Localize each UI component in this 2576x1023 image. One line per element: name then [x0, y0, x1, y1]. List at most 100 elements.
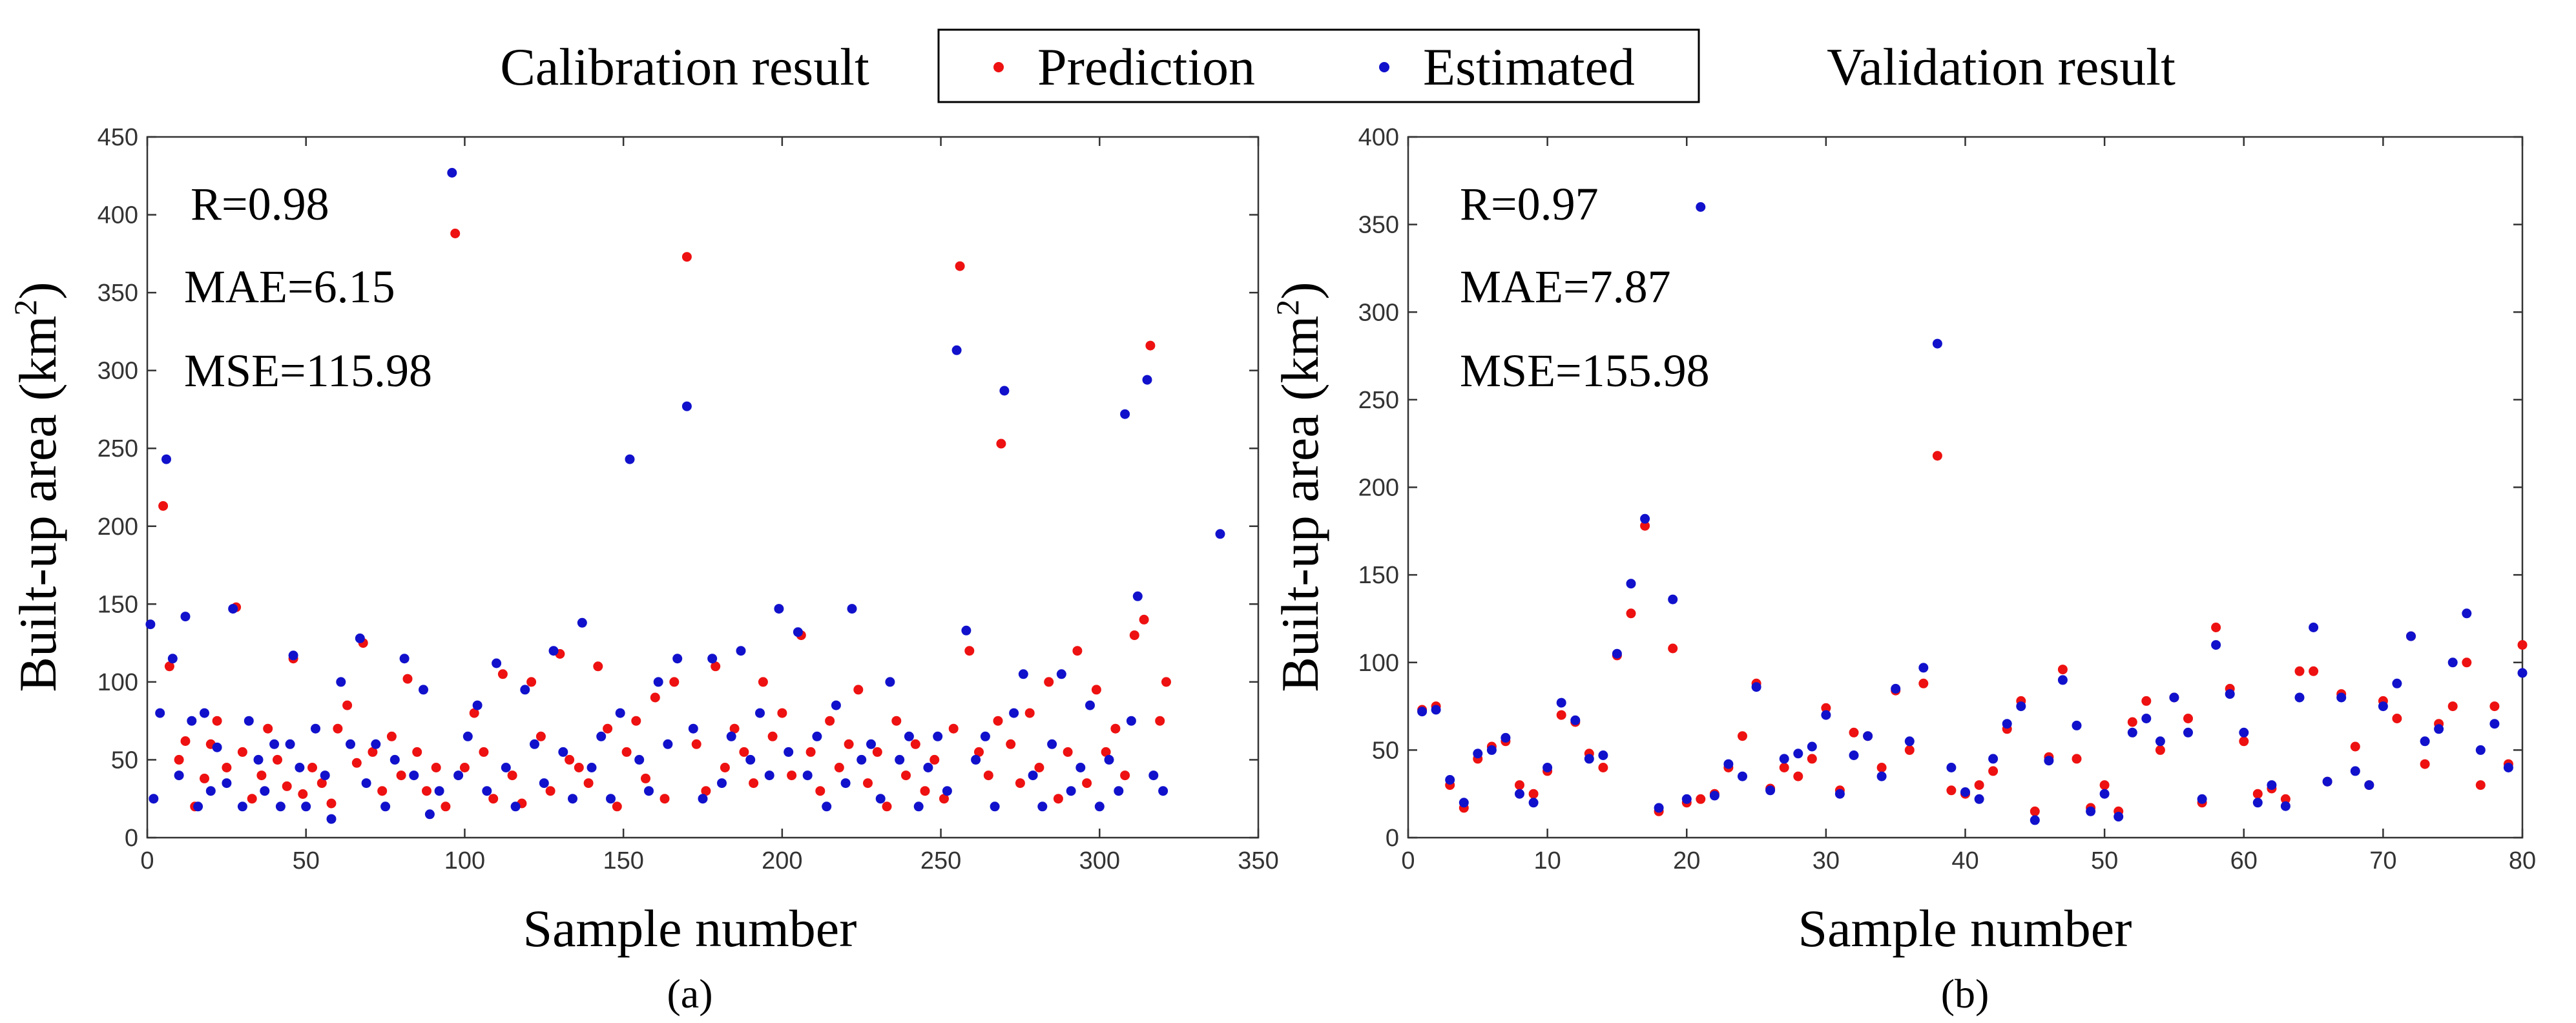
panel-b-prediction-point	[1821, 703, 1831, 713]
panel-a-estimated-point	[447, 168, 457, 178]
panel-b-estimated-point	[1779, 754, 1789, 764]
panel-a-estimated-point	[596, 731, 607, 741]
panel-b-estimated-point	[1863, 731, 1873, 741]
panel-a-estimated-point	[253, 754, 264, 765]
panel-b-estimated-point	[1960, 787, 1970, 797]
panel-b-prediction-point	[2211, 623, 2221, 632]
panel-b-estimated-point	[1738, 771, 1747, 781]
panel-b-y-tick-label: 400	[1358, 124, 1399, 151]
panel-a-estimated-point	[1037, 801, 1048, 812]
panel-b-estimated-point	[1626, 579, 1636, 589]
panel-b-estimated-point	[1486, 745, 1497, 755]
panel-b-prediction-point	[2280, 794, 2290, 804]
panel-a-prediction-point	[263, 723, 273, 734]
panel-b-estimated-point	[1473, 749, 1483, 759]
panel-a-estimated-point	[999, 386, 1010, 396]
panel-b-estimated-point	[2517, 668, 2528, 678]
panel-b-x-tick-label: 50	[2091, 847, 2118, 874]
panel-a-prediction-point	[180, 736, 191, 746]
panel-b-estimated-point	[1723, 759, 1734, 769]
panel-b-estimated-point	[1946, 763, 1957, 772]
panel-a-prediction-point	[450, 229, 461, 238]
panel-a-prediction-point	[631, 716, 641, 726]
panel-a-prediction-point	[441, 801, 451, 812]
panel-a-estimated-point	[390, 754, 400, 765]
panel-a-prediction-point	[1053, 794, 1063, 804]
panel-b-estimated-point	[2252, 798, 2263, 808]
panel-a-prediction-point	[805, 747, 816, 757]
panel-a-estimated-point	[568, 794, 577, 804]
panel-a-estimated-point	[155, 708, 165, 718]
panel-a-prediction-point	[910, 739, 920, 749]
panel-b-stat-mae: MAE=7.87	[1460, 261, 1671, 313]
panel-b-estimated-point	[1988, 754, 1999, 764]
panel-a-prediction-point	[583, 778, 594, 789]
panel-a-prediction-point	[200, 773, 209, 783]
panel-a-estimated-point	[285, 739, 295, 749]
panel-a-estimated-point	[212, 742, 222, 752]
panel-a-estimated-point	[812, 731, 822, 741]
panel-b-axes-frame	[1407, 136, 2524, 839]
legend-row: Calibration result Prediction Estimated …	[500, 28, 2176, 103]
panel-a-prediction-point	[863, 778, 873, 789]
panel-a-prediction-point	[402, 674, 413, 684]
panel-a-estimated-point	[1158, 786, 1169, 796]
panel-b-estimated-point	[1751, 682, 1761, 692]
panel-a-prediction-point	[1161, 677, 1171, 687]
panel-a-estimated-point	[187, 716, 197, 726]
panel-a-prediction-point	[844, 739, 854, 749]
panel-a-prediction-point	[326, 798, 337, 809]
panel-b-estimated-point	[1542, 763, 1553, 772]
panel-b-prediction-point	[2030, 806, 2040, 816]
panel-a-estimated-point	[453, 770, 464, 781]
panel-a-estimated-point	[866, 739, 876, 749]
panel-a-axes-frame	[146, 136, 1260, 839]
panel-a-estimated-point	[726, 731, 736, 741]
panel-a-prediction-point	[1034, 763, 1044, 772]
panel-a-estimated-point	[644, 786, 654, 796]
panel-a-prediction-point	[948, 723, 959, 734]
panel-a-estimated-point	[472, 700, 483, 710]
panel-a-prediction-point	[612, 801, 622, 812]
panel-a-estimated-point	[840, 778, 851, 789]
panel-b-x-tick-label: 70	[2369, 847, 2396, 874]
panel-a-estimated-point	[237, 801, 247, 812]
panel-a-estimated-point	[1047, 739, 1057, 749]
panel-a-prediction-point	[593, 661, 603, 672]
panel-a-estimated-point	[587, 763, 597, 772]
panel-a-prediction-point	[488, 794, 499, 804]
panel-a-prediction-point	[351, 758, 362, 768]
panel-a-prediction-point	[317, 778, 327, 789]
panel-a-y-tick-label: 450	[98, 124, 138, 151]
panel-a-ticks: 0 50 100 150 200 250 300 350 0 50 100 150 200 250 300 3…	[98, 124, 1279, 874]
panel-a-estimated-point	[228, 604, 238, 614]
panel-b-estimated-point	[2378, 701, 2388, 712]
panel-a-estimated-point	[875, 794, 886, 804]
panel-a-prediction-point	[621, 747, 632, 757]
panel-a-estimated-point	[301, 801, 311, 812]
panel-a-estimated-point	[205, 786, 216, 796]
panel-b-estimated-point	[1570, 715, 1581, 725]
panel-b-estimated-point	[2434, 724, 2444, 734]
panel-b-prediction-point	[2294, 666, 2305, 676]
panel-a-estimated-point	[371, 739, 381, 749]
panel-a-estimated-point	[548, 646, 559, 656]
panel-b-estimated-point	[1932, 338, 1942, 349]
panel-a-points	[145, 168, 1225, 824]
panel-b-x-tick-label: 80	[2509, 847, 2536, 874]
panel-b-prediction-point	[1626, 608, 1636, 619]
panel-b-estimated-point	[1807, 741, 1817, 752]
panel-b-y-tick-label: 150	[1358, 562, 1399, 589]
panel-a-estimated-point	[1085, 700, 1095, 710]
panel-a-estimated-point	[161, 454, 171, 464]
panel-b-estimated-point	[2044, 756, 2054, 766]
panel-a-estimated-point	[295, 763, 305, 772]
panel-b-prediction-point	[1793, 771, 1803, 781]
panel-a-x-tick-label: 0	[140, 847, 154, 874]
panel-a-prediction-point	[333, 723, 343, 734]
panel-b-estimated-point	[1681, 794, 1692, 804]
panel-b-estimated-point	[1834, 789, 1845, 799]
panel-a-prediction-point	[431, 763, 441, 772]
panel-a-prediction-point	[872, 747, 882, 757]
panel-a-prediction-point	[174, 754, 184, 765]
